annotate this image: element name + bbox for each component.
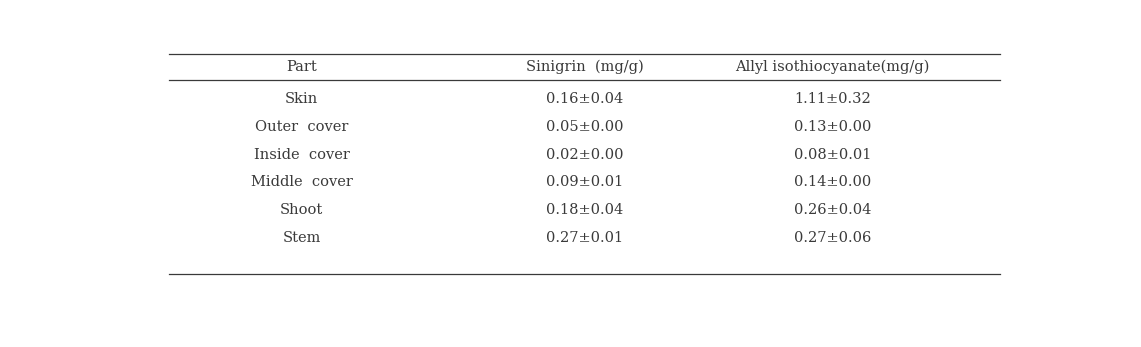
Text: 0.18±0.04: 0.18±0.04 (547, 203, 623, 217)
Text: 0.27±0.06: 0.27±0.06 (794, 231, 871, 245)
Text: Shoot: Shoot (281, 203, 323, 217)
Text: Part: Part (286, 60, 317, 74)
Text: 0.14±0.00: 0.14±0.00 (794, 176, 871, 189)
Text: 0.27±0.01: 0.27±0.01 (547, 231, 623, 245)
Text: Skin: Skin (285, 92, 318, 106)
Text: Stem: Stem (283, 231, 321, 245)
Text: Sinigrin  (mg/g): Sinigrin (mg/g) (526, 60, 644, 74)
Text: 0.16±0.04: 0.16±0.04 (547, 92, 623, 106)
Text: 0.05±0.00: 0.05±0.00 (547, 120, 623, 134)
Text: 0.08±0.01: 0.08±0.01 (794, 148, 871, 162)
Text: Middle  cover: Middle cover (251, 176, 353, 189)
Text: Allyl isothiocyanate(mg/g): Allyl isothiocyanate(mg/g) (735, 60, 930, 74)
Text: Outer  cover: Outer cover (256, 120, 348, 134)
Text: 1.11±0.32: 1.11±0.32 (794, 92, 871, 106)
Text: 0.02±0.00: 0.02±0.00 (547, 148, 623, 162)
Text: 0.26±0.04: 0.26±0.04 (794, 203, 871, 217)
Text: 0.09±0.01: 0.09±0.01 (547, 176, 623, 189)
Text: 0.13±0.00: 0.13±0.00 (794, 120, 871, 134)
Text: Inside  cover: Inside cover (253, 148, 350, 162)
